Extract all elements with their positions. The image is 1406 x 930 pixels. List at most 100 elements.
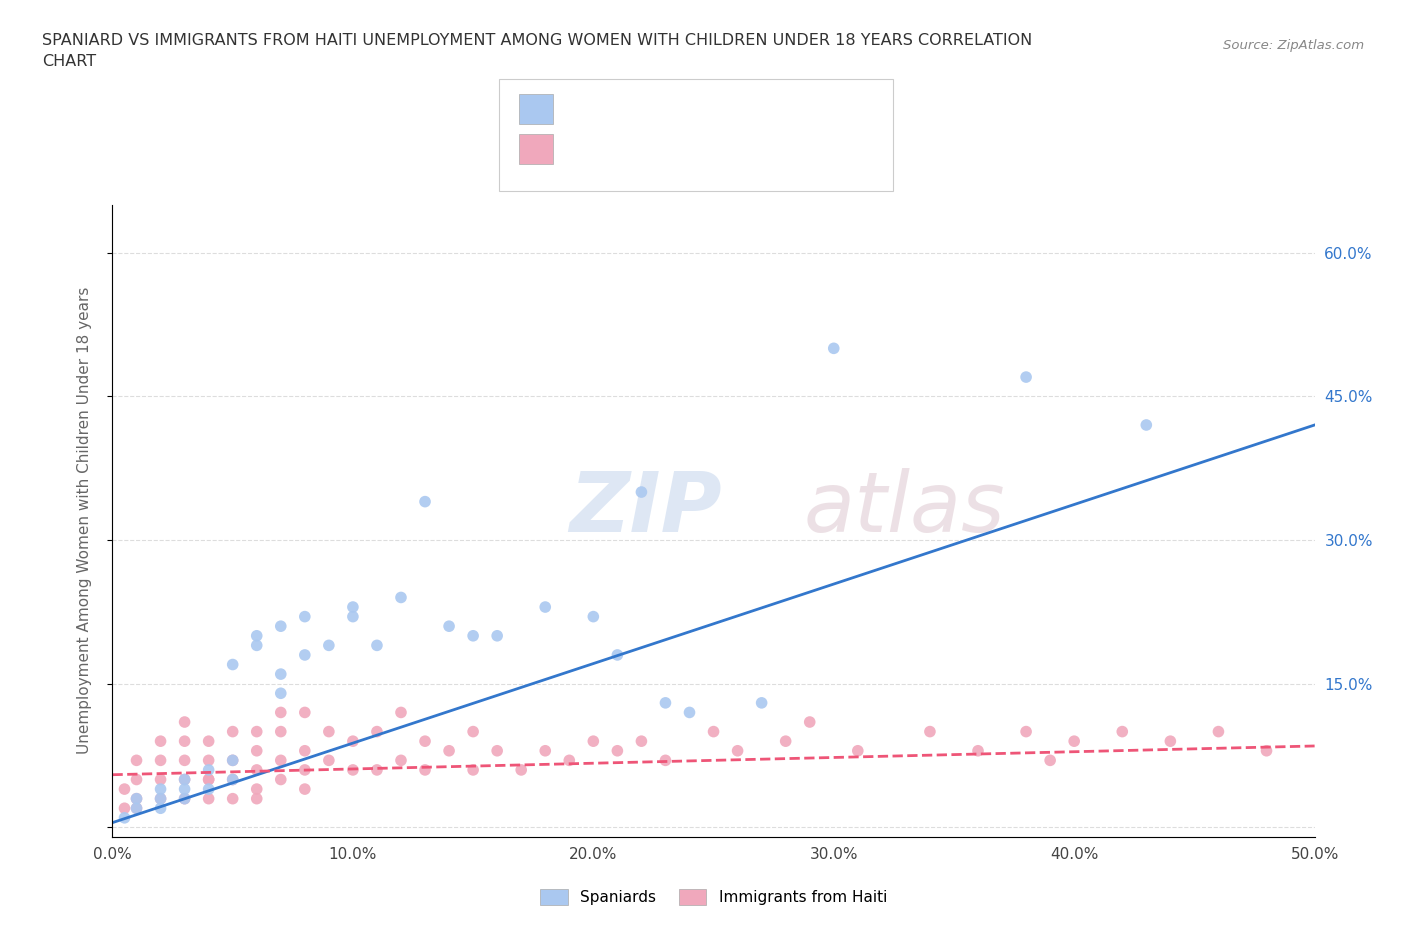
- Point: [222, 791, 245, 806]
- Point: [413, 734, 436, 749]
- Point: [558, 753, 581, 768]
- Point: [149, 791, 172, 806]
- Point: [173, 781, 195, 796]
- Point: [1063, 734, 1085, 749]
- Point: [125, 801, 148, 816]
- Point: [775, 734, 797, 749]
- Point: [318, 638, 340, 653]
- Point: [173, 791, 195, 806]
- Point: [678, 705, 700, 720]
- Point: [197, 763, 219, 777]
- Point: [149, 734, 172, 749]
- Point: [918, 724, 941, 739]
- Point: [461, 724, 484, 739]
- Point: [270, 724, 292, 739]
- Y-axis label: Unemployment Among Women with Children Under 18 years: Unemployment Among Women with Children U…: [77, 287, 91, 754]
- Point: [510, 763, 533, 777]
- Point: [173, 772, 195, 787]
- Point: [197, 753, 219, 768]
- Point: [173, 714, 195, 729]
- Point: [654, 696, 676, 711]
- Point: [270, 618, 292, 633]
- Point: [366, 638, 388, 653]
- Point: [366, 763, 388, 777]
- Point: [318, 753, 340, 768]
- Point: [246, 629, 269, 644]
- Text: ZIP: ZIP: [569, 468, 721, 549]
- Point: [114, 781, 136, 796]
- Point: [270, 753, 292, 768]
- Point: [413, 494, 436, 509]
- Point: [114, 810, 136, 825]
- Point: [342, 734, 364, 749]
- Point: [173, 772, 195, 787]
- Point: [270, 705, 292, 720]
- Point: [246, 724, 269, 739]
- Point: [1039, 753, 1062, 768]
- Point: [149, 781, 172, 796]
- Point: [125, 753, 148, 768]
- Point: [222, 753, 245, 768]
- Point: [413, 763, 436, 777]
- Point: [1111, 724, 1133, 739]
- Point: [342, 600, 364, 615]
- Point: [534, 600, 557, 615]
- Point: [1015, 724, 1038, 739]
- Point: [294, 647, 316, 662]
- Point: [294, 781, 316, 796]
- Point: [294, 763, 316, 777]
- Point: [606, 647, 628, 662]
- Point: [654, 753, 676, 768]
- Point: [702, 724, 725, 739]
- Point: [222, 753, 245, 768]
- Point: [389, 705, 412, 720]
- Text: SPANIARD VS IMMIGRANTS FROM HAITI UNEMPLOYMENT AMONG WOMEN WITH CHILDREN UNDER 1: SPANIARD VS IMMIGRANTS FROM HAITI UNEMPL…: [42, 33, 1032, 47]
- Point: [246, 791, 269, 806]
- Point: [197, 734, 219, 749]
- Point: [222, 658, 245, 672]
- Point: [1015, 369, 1038, 384]
- Text: R = 0.077   N = 72: R = 0.077 N = 72: [562, 137, 733, 154]
- Point: [799, 714, 821, 729]
- Point: [222, 772, 245, 787]
- Point: [125, 791, 148, 806]
- Point: [1159, 734, 1181, 749]
- Point: [125, 772, 148, 787]
- Point: [437, 618, 460, 633]
- Text: CHART: CHART: [42, 54, 96, 69]
- Point: [823, 341, 845, 356]
- Point: [173, 734, 195, 749]
- Point: [246, 763, 269, 777]
- Point: [389, 753, 412, 768]
- Point: [967, 743, 990, 758]
- Point: [582, 734, 605, 749]
- Point: [197, 772, 219, 787]
- Point: [197, 781, 219, 796]
- Point: [437, 743, 460, 758]
- Point: [222, 724, 245, 739]
- Point: [461, 763, 484, 777]
- Point: [342, 763, 364, 777]
- Point: [342, 609, 364, 624]
- Point: [222, 772, 245, 787]
- Point: [173, 791, 195, 806]
- Point: [149, 753, 172, 768]
- Point: [389, 590, 412, 604]
- Point: [197, 772, 219, 787]
- Point: [173, 753, 195, 768]
- Point: [114, 801, 136, 816]
- Point: [1256, 743, 1278, 758]
- Point: [534, 743, 557, 758]
- Point: [294, 705, 316, 720]
- Point: [846, 743, 869, 758]
- Point: [246, 743, 269, 758]
- Point: [149, 801, 172, 816]
- Text: atlas: atlas: [804, 468, 1005, 549]
- Point: [486, 743, 509, 758]
- Point: [1135, 418, 1157, 432]
- Point: [294, 743, 316, 758]
- Point: [630, 734, 652, 749]
- Point: [246, 638, 269, 653]
- Point: [606, 743, 628, 758]
- Point: [630, 485, 652, 499]
